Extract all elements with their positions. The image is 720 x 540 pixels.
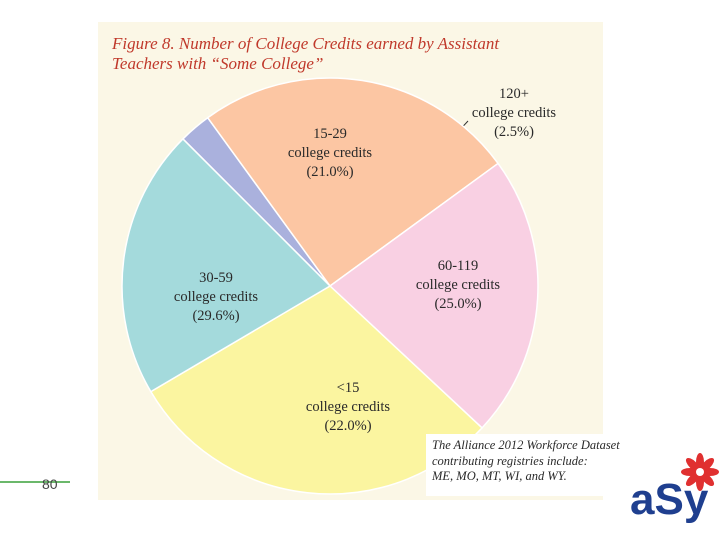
pie-slice: [328, 162, 539, 429]
flower-icon: [681, 453, 719, 491]
page-number: 80: [42, 476, 58, 492]
slice-label: 120+ college credits (2.5%): [472, 86, 556, 140]
logo: aSy: [630, 453, 719, 524]
slice-label: 60-119 college credits (25.0%): [416, 258, 500, 312]
slice-label: <15 college credits (22.0%): [306, 380, 390, 434]
logo-text: aSy: [630, 475, 709, 524]
note-line2: contributing registries include:: [432, 453, 588, 468]
pie-slice: [206, 77, 500, 288]
source-note: The Alliance 2012 Workforce Dataset cont…: [426, 434, 626, 496]
figure-title-line1: Figure 8. Number of College Credits earn…: [112, 34, 500, 53]
figure-title-line2: Teachers with “Some College”: [112, 54, 324, 73]
note-line3: ME, MO, MT, WI, and WY.: [432, 469, 567, 483]
figure-title: Figure 8. Number of College Credits earn…: [112, 34, 532, 74]
slice-label: 15-29 college credits (21.0%): [288, 126, 372, 180]
slice-label: 30-59 college credits (29.6%): [174, 270, 258, 324]
slide-divider: [0, 481, 70, 483]
pie-slice: [121, 137, 332, 393]
note-line1: The Alliance 2012 Workforce Dataset: [432, 438, 620, 452]
